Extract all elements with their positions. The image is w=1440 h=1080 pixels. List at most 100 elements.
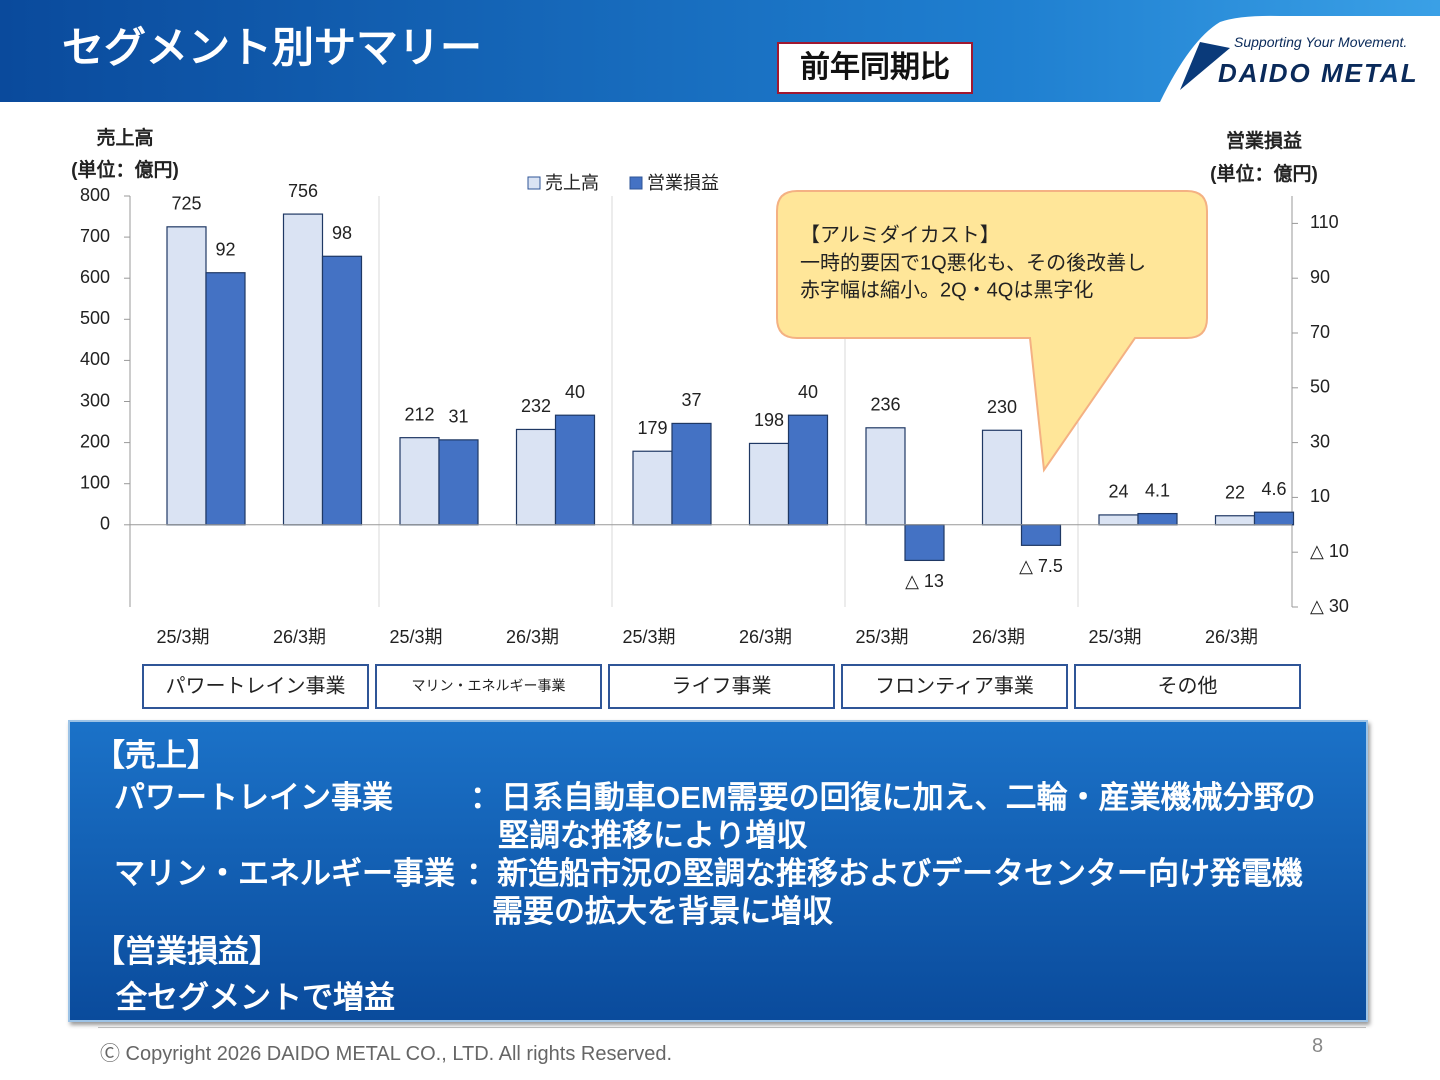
x-tick-label: 25/3期: [156, 627, 209, 647]
data-label: 230: [987, 397, 1017, 417]
y-tick-label: 200: [80, 431, 110, 451]
y2-axis-title: 営業損益: [1226, 129, 1302, 152]
y-tick-label: 100: [80, 472, 110, 492]
y-tick-label: 300: [80, 390, 110, 410]
data-label: 40: [798, 382, 818, 402]
bar: [1020, 524, 1062, 546]
bar: [554, 414, 596, 526]
item-text: ：新造船市況の堅調な推移およびデータセンター向け発電機: [466, 856, 1303, 891]
x-tick-label: 26/3期: [273, 627, 326, 647]
logo-text: DAIDO METAL: [1218, 58, 1419, 88]
x-tick-label: 26/3期: [739, 627, 792, 647]
legend-label: 売上高: [545, 173, 599, 193]
data-label: 4.6: [1261, 479, 1286, 499]
logo-tagline: Supporting Your Movement.: [1234, 34, 1408, 50]
x-tick-label: 26/3期: [1205, 627, 1258, 647]
segment-box: [608, 664, 835, 709]
y-tick-label: 700: [80, 226, 110, 246]
bar: [1098, 514, 1139, 526]
segment-box: [142, 664, 369, 709]
bar: [166, 226, 207, 526]
data-label: 22: [1225, 483, 1245, 503]
segment-box: [1074, 664, 1301, 709]
profit-text: 全セグメントで増益: [116, 980, 395, 1015]
x-tick-label: 25/3期: [855, 627, 908, 647]
logo-area: [1160, 15, 1440, 102]
bar: [787, 414, 829, 526]
summary-box: 【売上】 パワートレイン事業 ：日系自動車OEM需要の回復に加え、二輪・産業機械…: [68, 720, 1368, 1022]
chart: 売上高 (単位：億円) 営業損益 (単位：億円) 0 100 200 300 400 50…: [71, 126, 1349, 709]
item-text: ：日系自動車OEM需要の回復に加え、二輪・産業機械分野の: [470, 780, 1316, 815]
y-tick-label: 0: [100, 514, 110, 534]
x-tick-label: 26/3期: [506, 627, 559, 647]
x-tick-label: 25/3期: [389, 627, 442, 647]
bar: [1253, 511, 1295, 526]
x-tick-label: 26/3期: [972, 627, 1025, 647]
bar: [865, 427, 906, 526]
bar: [399, 437, 440, 526]
data-label: 179: [637, 418, 667, 438]
data-label: 236: [870, 395, 900, 415]
data-label: 37: [681, 390, 701, 410]
y-tick-label: 400: [80, 349, 110, 369]
y-tick-label: 500: [80, 308, 110, 328]
item-text: 需要の拡大を背景に増収: [492, 894, 833, 929]
bar: [205, 272, 246, 526]
bar: [981, 429, 1023, 526]
data-label: 4.1: [1145, 480, 1170, 500]
bar: [321, 255, 363, 526]
segment-label: マリン・エネルギー事業: [412, 678, 566, 694]
x-tick-label: 25/3期: [622, 627, 675, 647]
callout: [776, 190, 1208, 473]
data-label: 725: [171, 194, 201, 214]
legend-swatch: [527, 176, 541, 190]
y2-tick-label: 10: [1310, 486, 1330, 506]
y2-tick-label: 110: [1310, 212, 1339, 232]
segment-box: [375, 664, 602, 709]
page-number: 8: [1312, 1035, 1324, 1057]
footer-rule: [98, 1027, 1366, 1028]
segment-box: [841, 664, 1068, 709]
y2-axis-unit: (単位：億円): [1210, 162, 1318, 185]
x-tick-label: 25/3期: [1088, 627, 1141, 647]
bar: [1214, 515, 1256, 526]
bar: [282, 213, 324, 526]
y-tick-label: 800: [80, 185, 110, 205]
bar: [904, 524, 945, 562]
bar: [632, 450, 673, 526]
profit-heading: 【営業損益】: [94, 934, 280, 969]
data-label: 232: [521, 396, 551, 416]
bar: [671, 422, 712, 526]
y2-tick-label: 30: [1310, 431, 1330, 451]
y2-tick-label: △ 10: [1310, 541, 1349, 561]
data-label: 212: [404, 404, 434, 424]
item-label: パワートレイン事業: [114, 780, 393, 815]
data-label: 198: [754, 410, 784, 430]
data-label: 31: [448, 407, 468, 427]
data-label: 40: [565, 382, 585, 402]
data-label: 98: [332, 223, 352, 243]
bar: [515, 428, 557, 526]
bar: [1137, 512, 1178, 526]
callout-text: 赤字幅は縮小。2Q・4Qは黒字化: [800, 278, 1093, 301]
segment-label: フロンティア事業: [875, 674, 1034, 697]
badge: 前年同期比: [777, 42, 973, 94]
bar: [438, 439, 479, 526]
item-label: マリン・エネルギー事業: [114, 856, 455, 891]
segment-label: ライフ事業: [672, 674, 772, 697]
data-label: △ 13: [905, 571, 944, 591]
data-label: 24: [1108, 482, 1128, 502]
data-label: △ 7.5: [1019, 556, 1063, 576]
callout-text: 一時的要因で1Q悪化も、その後改善し: [800, 251, 1146, 274]
y2-tick-label: 50: [1310, 377, 1330, 397]
y2-tick-label: 90: [1310, 267, 1330, 287]
y-tick-label: 600: [80, 267, 110, 287]
sales-heading: 【売上】: [94, 738, 218, 773]
y-axis-unit: (単位：億円): [71, 158, 179, 181]
y2-tick-label: 70: [1310, 322, 1330, 342]
callout-title: 【アルミダイカスト】: [800, 223, 1000, 246]
legend-label: 営業損益: [647, 173, 719, 193]
y-axis-title: 売上高: [96, 126, 153, 149]
data-label: 756: [288, 181, 318, 201]
